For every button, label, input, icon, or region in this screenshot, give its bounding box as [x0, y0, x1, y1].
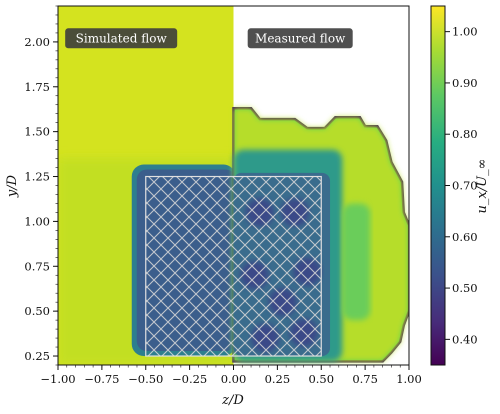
- plot-area: [58, 6, 409, 365]
- x-tick-label: −0.50: [128, 372, 163, 386]
- y-tick-label: 1.75: [24, 80, 50, 94]
- porous-block-hatch: [145, 175, 322, 357]
- y-tick-label: 0.25: [24, 349, 50, 363]
- x-axis-ticks: −1.00 −0.75 −0.50 −0.25 0.00 0.25 0.50 0.75 1.00: [40, 365, 422, 386]
- x-tick-label: 1.00: [396, 372, 422, 386]
- annotation-box: [65, 28, 178, 49]
- x-tick-label: 0.75: [352, 372, 378, 386]
- annotation-text: Measured flow: [255, 31, 346, 45]
- annotation-text: Simulated flow: [76, 31, 168, 45]
- colorbar-tick-label: 0.50: [452, 281, 478, 295]
- x-tick-label: 0.50: [308, 372, 334, 386]
- colorbar-tick-label: 0.70: [452, 179, 478, 193]
- y-tick-label: 0.75: [24, 259, 50, 273]
- colorbar-tick-label: 0.80: [452, 127, 478, 141]
- y-tick-label: 1.00: [24, 214, 50, 228]
- colorbar-tick-label: 0.90: [452, 76, 478, 90]
- x-tick-label: −1.00: [40, 372, 75, 386]
- colorbar-tick-label: 0.60: [452, 230, 478, 244]
- y-axis-label: y/D: [5, 174, 20, 198]
- colorbar-ticks: 0.40 0.50 0.60 0.70 0.80 0.90 1.00: [445, 25, 478, 346]
- x-tick-label: −0.75: [84, 372, 119, 386]
- x-tick-label: 0.25: [265, 372, 291, 386]
- colorbar-tick-label: 0.40: [452, 332, 478, 346]
- y-axis-ticks: 0.25 0.50 0.75 1.00 1.25 1.50 1.75 2.00: [24, 5, 58, 366]
- colorbar-tick-label: 1.00: [452, 25, 478, 39]
- x-tick-label: 0.00: [221, 372, 247, 386]
- y-tick-label: 1.50: [24, 125, 50, 139]
- x-axis-label: z/D: [221, 393, 244, 408]
- colorbar-gradient: [430, 5, 446, 366]
- measured-recovery-zone: [342, 203, 371, 321]
- y-tick-label: 1.25: [24, 170, 50, 184]
- annotation-box: [247, 28, 353, 49]
- x-tick-label: −0.25: [172, 372, 207, 386]
- annotations: Simulated flow Measured flow: [65, 28, 353, 49]
- y-tick-label: 0.50: [24, 304, 50, 318]
- colorbar-label: u_x/U_∞: [475, 159, 490, 214]
- y-tick-label: 2.00: [24, 35, 50, 49]
- colorbar: 0.40 0.50 0.60 0.70 0.80 0.90 1.00 u_x/U_∞: [430, 5, 490, 366]
